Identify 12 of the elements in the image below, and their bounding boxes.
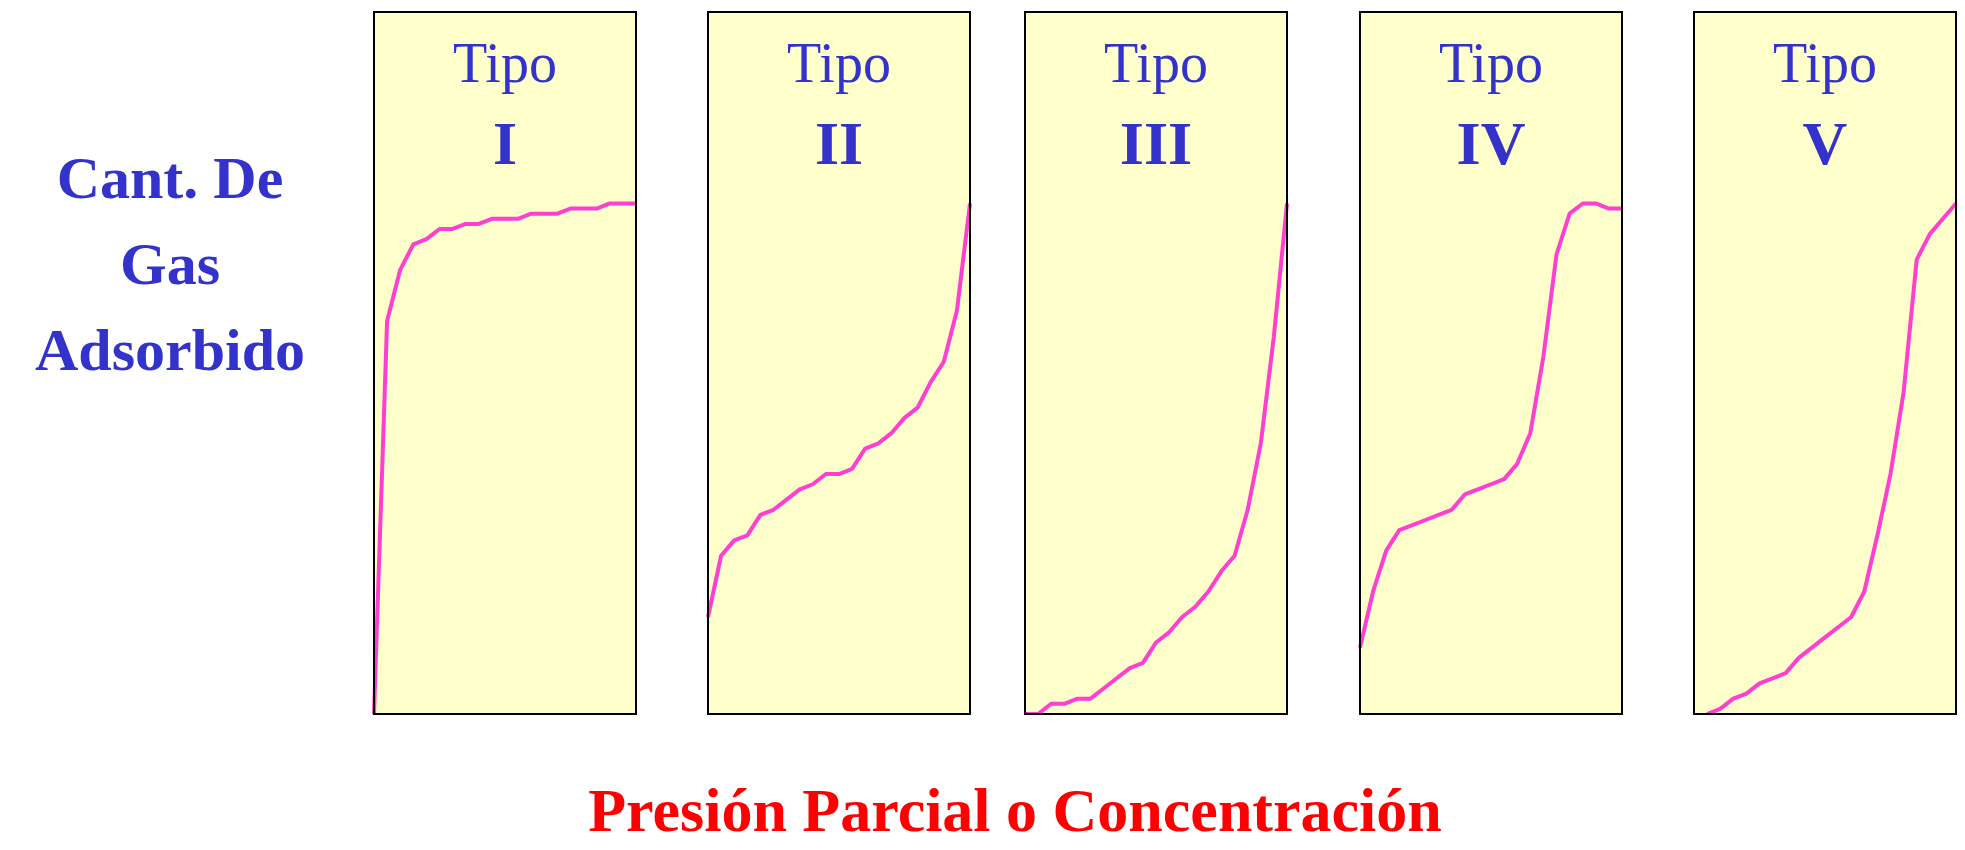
y-axis-title: Cant. De Gas Adsorbido [33,144,307,385]
chart-title: Tipo [1773,32,1877,94]
chart-subtitle: II [814,109,864,177]
chart-subtitle: V [1802,109,1848,177]
chart-title: Tipo [787,32,891,94]
chart-title: Tipo [1104,32,1208,94]
x-axis-title: Presión Parcial o Concentración [587,775,1443,846]
chart-title: Tipo [453,32,557,94]
chart-title: Tipo [1439,32,1543,94]
chart-subtitle: I [492,109,518,177]
chart-subtitle: III [1119,109,1193,177]
chart-subtitle: IV [1456,109,1526,177]
